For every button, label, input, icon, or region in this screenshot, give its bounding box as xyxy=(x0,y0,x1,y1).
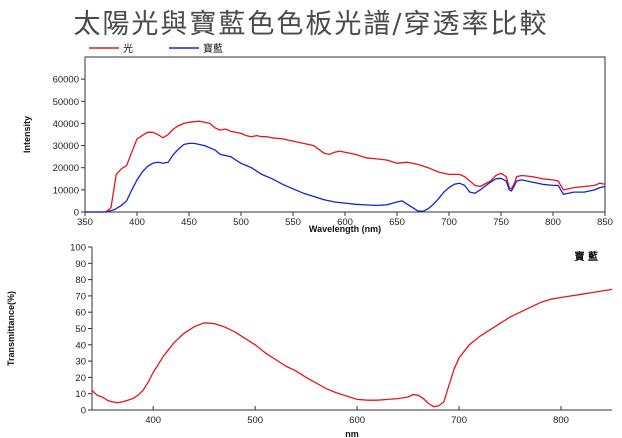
x-tick-label: 650 xyxy=(389,217,405,228)
y-tick-label: 30 xyxy=(75,357,86,368)
chart-1: 0 10000 20000 30000 40000 50000 60000 350 400 450… xyxy=(22,42,613,234)
legend-label: 寶藍 xyxy=(203,42,223,55)
y-tick-label: 100 xyxy=(70,243,86,254)
series-line-1 xyxy=(91,288,613,408)
x-tick-label: 800 xyxy=(553,415,569,426)
x-axis-label: nm xyxy=(345,429,359,438)
series-line-2 xyxy=(85,142,606,213)
y-tick-label: 80 xyxy=(75,275,86,286)
y-tick-label: 10 xyxy=(75,389,86,400)
x-tick-label: 500 xyxy=(247,415,263,426)
x-tick-label: 600 xyxy=(349,415,365,426)
y-axis-label: Transmittance(%) xyxy=(6,291,16,366)
x-axis-label: Wavelength (nm) xyxy=(309,224,381,234)
x-tick-label: 800 xyxy=(545,217,561,228)
legend-label: 寶 藍 xyxy=(575,250,598,263)
x-tick-label: 400 xyxy=(129,217,145,228)
plot-frame xyxy=(84,56,606,213)
y-tick-label: 60 xyxy=(75,308,86,319)
y-tick-label: 50 xyxy=(75,324,86,335)
legend-label: 光 xyxy=(123,42,133,55)
x-tick-label: 700 xyxy=(441,217,457,228)
x-tick-label: 450 xyxy=(181,217,197,228)
x-tick-label: 850 xyxy=(597,217,613,228)
y-tick-label: 90 xyxy=(75,259,86,270)
x-tick-label: 400 xyxy=(145,415,161,426)
y-tick-label: 40000 xyxy=(53,119,79,130)
chart-2: 0 10 20 30 40 50 60 70 80 90 100 400 500 600 700 800 nm T… xyxy=(6,243,613,438)
y-tick-label: 10000 xyxy=(53,185,79,196)
y-tick-label: 0 xyxy=(74,208,79,219)
x-tick-label: 350 xyxy=(77,217,93,228)
x-tick-label: 750 xyxy=(493,217,509,228)
x-tick-label: 600 xyxy=(337,217,353,228)
y-axis-label: Intensity xyxy=(22,116,32,153)
x-tick-label: 500 xyxy=(233,217,249,228)
x-tick-label: 700 xyxy=(451,415,467,426)
y-tick-label: 0 xyxy=(81,406,86,417)
y-tick-label: 40 xyxy=(75,340,86,351)
y-tick-label: 70 xyxy=(75,291,86,302)
x-tick-label: 550 xyxy=(285,217,301,228)
series-line-1 xyxy=(85,120,606,213)
y-tick-label: 30000 xyxy=(53,141,79,152)
y-tick-label: 20 xyxy=(75,373,86,384)
y-tick-label: 60000 xyxy=(53,75,79,86)
y-tick-label: 50000 xyxy=(53,97,79,108)
page-title: 太陽光與寶藍色色板光譜/穿透率比較 xyxy=(73,9,549,40)
y-tick-label: 20000 xyxy=(53,163,79,174)
